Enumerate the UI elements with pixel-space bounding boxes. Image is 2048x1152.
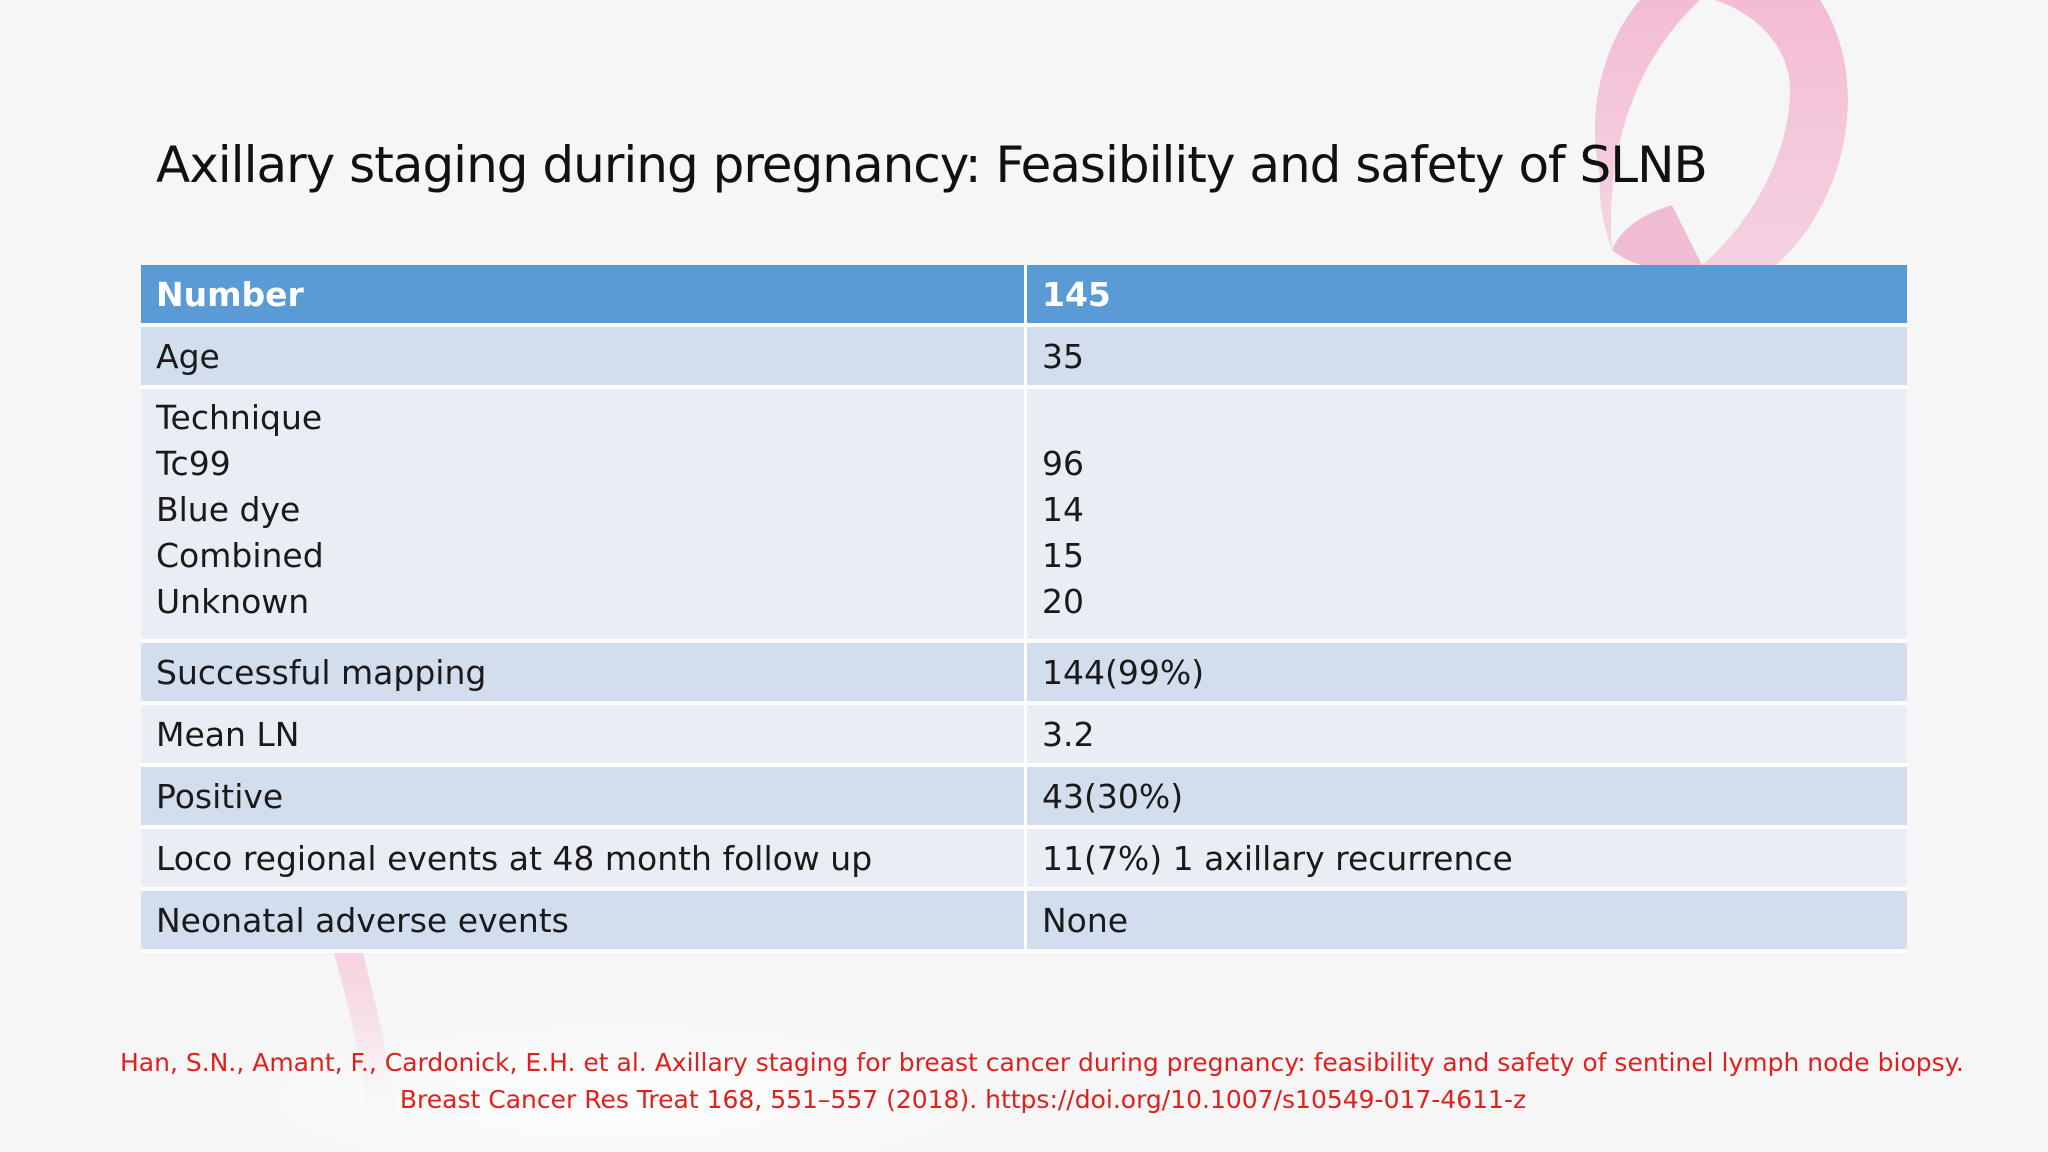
row-value: None	[1027, 891, 1907, 953]
row-value	[1042, 395, 1907, 441]
sub-row-value: 20	[1042, 582, 1084, 621]
row-value: 11(7%) 1 axillary recurrence	[1027, 829, 1907, 891]
sub-row-label: Tc99	[156, 444, 231, 483]
row-label: Neonatal adverse events	[141, 891, 1027, 953]
table-row: Mean LN 3.2	[141, 705, 1907, 767]
row-value: 35	[1027, 327, 1907, 389]
row-label: Positive	[141, 767, 1027, 829]
row-value: 43(30%)	[1027, 767, 1907, 829]
table-row: Age 35	[141, 327, 1907, 389]
table-row: Successful mapping 144(99%)	[141, 643, 1907, 705]
sub-row-value: 96	[1042, 444, 1084, 483]
header-value: 145	[1027, 265, 1907, 327]
table-row: Positive 43(30%)	[141, 767, 1907, 829]
sub-row-label: Combined	[156, 536, 324, 575]
table-header-row: Number 145	[141, 265, 1907, 327]
technique-label-cell: Technique Tc99 Blue dye Combined Unknown	[141, 389, 1027, 643]
row-label: Loco regional events at 48 month follow …	[141, 829, 1027, 891]
sub-row-label: Blue dye	[156, 490, 301, 529]
slide-title: Axillary staging during pregnancy: Feasi…	[156, 136, 1708, 194]
results-table: Number 145 Age 35 Technique Tc99 Blue dy…	[141, 265, 1907, 953]
table-row-technique: Technique Tc99 Blue dye Combined Unknown…	[141, 389, 1907, 643]
citation-line-1: Han, S.N., Amant, F., Cardonick, E.H. et…	[120, 1048, 1964, 1077]
row-value: 3.2	[1027, 705, 1907, 767]
sub-row-value: 14	[1042, 490, 1084, 529]
sub-row-value: 15	[1042, 536, 1084, 575]
table-row: Loco regional events at 48 month follow …	[141, 829, 1907, 891]
header-label: Number	[141, 265, 1027, 327]
row-value: 144(99%)	[1027, 643, 1907, 705]
technique-value-cell: 96 14 15 20	[1027, 389, 1907, 643]
row-label: Mean LN	[141, 705, 1027, 767]
row-label: Age	[141, 327, 1027, 389]
sub-row-label: Unknown	[156, 582, 310, 621]
row-label: Technique	[156, 398, 323, 437]
citation-line-2: Breast Cancer Res Treat 168, 551–557 (20…	[399, 1085, 1527, 1114]
table-row: Neonatal adverse events None	[141, 891, 1907, 953]
citation: Han, S.N., Amant, F., Cardonick, E.H. et…	[120, 1044, 1964, 1118]
row-label: Successful mapping	[141, 643, 1027, 705]
